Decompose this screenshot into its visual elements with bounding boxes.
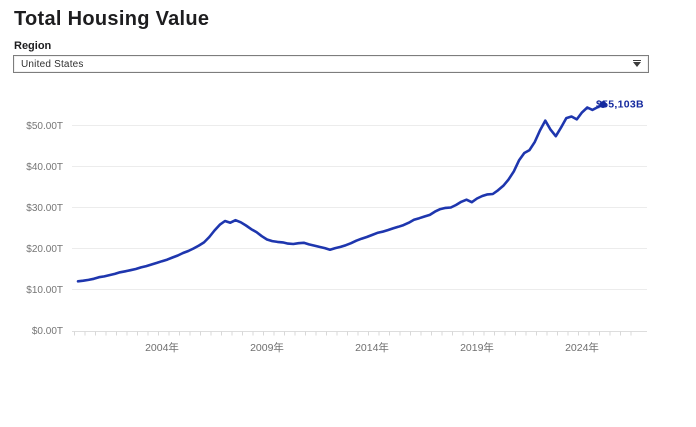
x-axis-tick-label: 2009年 — [250, 341, 284, 354]
y-axis-tick-label: $30.00T — [26, 203, 63, 214]
y-axis-tick-label: $10.00T — [26, 285, 63, 296]
end-value-label: $55,103B — [596, 99, 644, 111]
y-axis-tick-label: $20.00T — [26, 244, 63, 255]
region-select[interactable]: United States — [13, 55, 649, 73]
housing-value-line[interactable] — [76, 103, 605, 283]
y-axis-tick-label: $0.00T — [32, 326, 63, 337]
x-axis-tick-label: 2019年 — [460, 341, 494, 354]
y-axis-tick-label: $50.00T — [26, 121, 63, 132]
x-axis-tick-label: 2014年 — [355, 341, 389, 354]
last-point-marker[interactable] — [599, 101, 607, 108]
page-title: Total Housing Value — [14, 8, 210, 30]
chevron-down-icon — [633, 59, 641, 67]
x-axis-tick-label: 2024年 — [565, 341, 599, 354]
region-select-value: United States — [21, 58, 84, 70]
region-label: Region — [14, 40, 52, 52]
y-axis-tick-label: $40.00T — [26, 162, 63, 173]
x-axis-tick-label: 2004年 — [145, 341, 179, 354]
